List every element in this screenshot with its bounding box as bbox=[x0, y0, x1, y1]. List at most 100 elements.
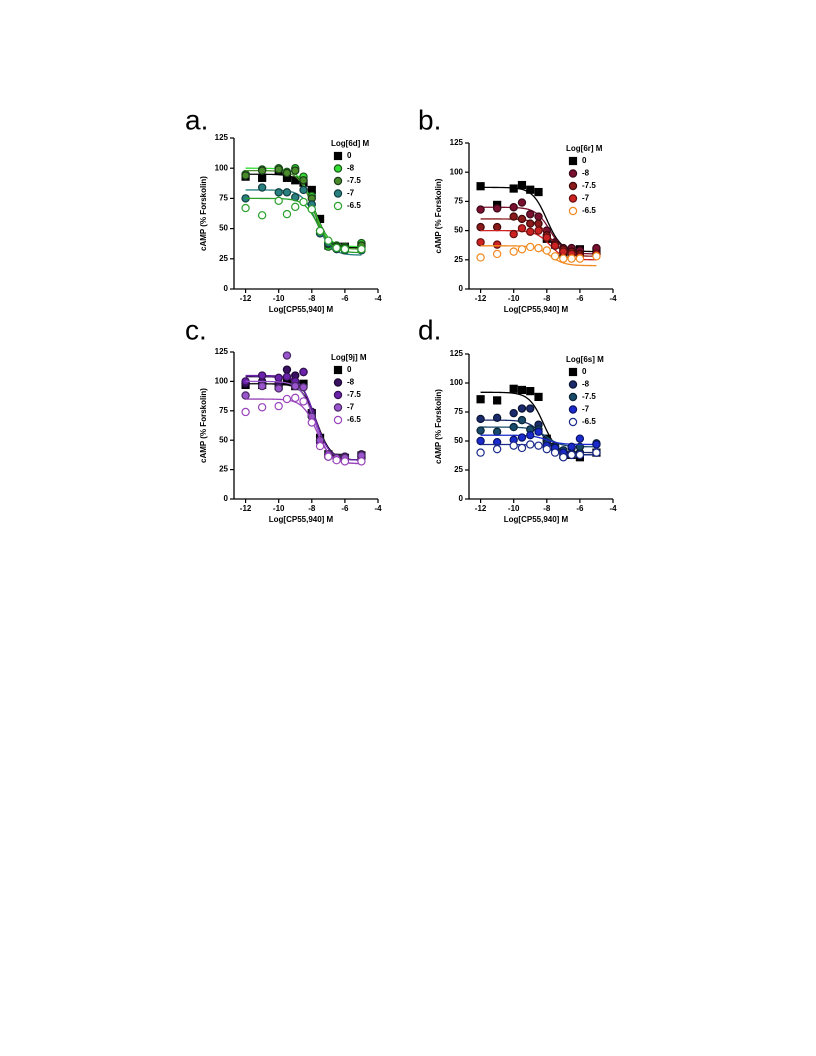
point bbox=[534, 392, 543, 402]
point bbox=[332, 243, 341, 253]
point bbox=[550, 252, 560, 261]
legend-title: Log[6s] M bbox=[566, 355, 604, 364]
point bbox=[526, 210, 535, 219]
legend-marker bbox=[568, 206, 578, 216]
point bbox=[517, 415, 527, 425]
legend-label: 0 bbox=[347, 151, 352, 160]
y-tick-label: 0 bbox=[224, 494, 229, 503]
point bbox=[492, 204, 502, 213]
legend-label: 0 bbox=[347, 365, 352, 374]
x-tick-label: -8 bbox=[308, 294, 316, 303]
legend-marker bbox=[333, 415, 343, 425]
x-axis-label: Log[CP55,940] M bbox=[504, 305, 569, 314]
legend-label: -8 bbox=[582, 380, 590, 389]
legend-label: -8 bbox=[582, 169, 590, 178]
y-tick-label: 125 bbox=[215, 133, 229, 142]
x-tick-label: -4 bbox=[374, 294, 382, 303]
y-tick-label: 50 bbox=[219, 435, 228, 444]
point bbox=[274, 401, 283, 411]
point bbox=[567, 254, 576, 263]
legend-marker bbox=[333, 176, 343, 186]
point bbox=[476, 448, 485, 457]
point bbox=[299, 185, 308, 195]
point bbox=[299, 197, 308, 207]
point bbox=[257, 403, 267, 412]
legend-marker bbox=[333, 390, 343, 400]
point bbox=[592, 252, 601, 261]
legend-marker bbox=[568, 169, 578, 178]
point bbox=[332, 455, 341, 465]
legend-label: -6.5 bbox=[347, 415, 361, 424]
legend-marker bbox=[333, 378, 343, 387]
y-tick-label: 0 bbox=[459, 284, 464, 293]
panel: d. 0 25 50 75 100 125 -12 -10 -8 -6 -4 Log[CP55,940]… bbox=[418, 314, 617, 524]
point bbox=[492, 249, 502, 259]
x-tick-label: -8 bbox=[543, 504, 551, 513]
panel: a. 0 25 50 75 100 125 -12 -10 -8 -6 -4 Log[CP55,940]… bbox=[185, 104, 382, 314]
point bbox=[517, 404, 527, 413]
fit-curve bbox=[480, 434, 597, 446]
point bbox=[291, 166, 300, 175]
legend-marker bbox=[568, 392, 578, 402]
point bbox=[517, 433, 527, 442]
y-tick-label: 125 bbox=[450, 138, 464, 147]
point bbox=[509, 203, 518, 212]
point bbox=[299, 397, 308, 406]
legend-marker bbox=[568, 405, 578, 414]
point bbox=[299, 383, 308, 392]
point bbox=[493, 396, 502, 405]
point bbox=[274, 373, 283, 383]
point bbox=[340, 457, 350, 466]
y-tick-label: 100 bbox=[215, 163, 229, 172]
point bbox=[282, 351, 292, 360]
point bbox=[315, 226, 325, 236]
point bbox=[526, 227, 535, 236]
y-tick-label: 75 bbox=[219, 406, 228, 415]
point bbox=[509, 422, 518, 432]
point bbox=[534, 441, 543, 450]
point bbox=[567, 450, 576, 460]
point bbox=[274, 188, 283, 197]
point bbox=[542, 444, 551, 454]
point bbox=[476, 414, 485, 424]
x-axis-label: Log[CP55,940] M bbox=[269, 515, 334, 524]
legend-label: -7 bbox=[347, 403, 355, 412]
point bbox=[559, 453, 568, 462]
point bbox=[542, 246, 551, 255]
point bbox=[282, 372, 292, 381]
legend-label: -7.5 bbox=[347, 176, 361, 185]
point bbox=[526, 440, 535, 449]
point bbox=[307, 418, 316, 427]
legend-label: -6.5 bbox=[582, 206, 596, 215]
point bbox=[509, 441, 518, 450]
point bbox=[324, 452, 333, 461]
point bbox=[274, 384, 283, 393]
legend-marker bbox=[568, 181, 578, 191]
point bbox=[492, 240, 502, 249]
point bbox=[567, 442, 576, 451]
point bbox=[534, 226, 543, 235]
y-tick-label: 125 bbox=[215, 347, 229, 356]
x-tick-label: -6 bbox=[341, 294, 349, 303]
y-tick-label: 25 bbox=[219, 254, 228, 263]
point bbox=[592, 448, 601, 457]
x-tick-label: -4 bbox=[374, 504, 382, 513]
point bbox=[517, 214, 527, 224]
x-tick-label: -8 bbox=[308, 504, 316, 513]
point bbox=[476, 182, 485, 191]
point bbox=[517, 385, 527, 395]
point bbox=[509, 408, 518, 418]
point bbox=[291, 393, 300, 403]
x-tick-label: -10 bbox=[508, 294, 520, 303]
legend-marker bbox=[568, 194, 578, 203]
point bbox=[357, 244, 366, 254]
point bbox=[509, 184, 518, 193]
point bbox=[492, 413, 502, 422]
point bbox=[526, 387, 535, 396]
point bbox=[476, 205, 485, 214]
y-tick-label: 0 bbox=[224, 284, 229, 293]
legend-marker bbox=[333, 151, 343, 161]
point bbox=[476, 238, 485, 247]
point bbox=[258, 173, 267, 182]
point bbox=[299, 367, 308, 377]
